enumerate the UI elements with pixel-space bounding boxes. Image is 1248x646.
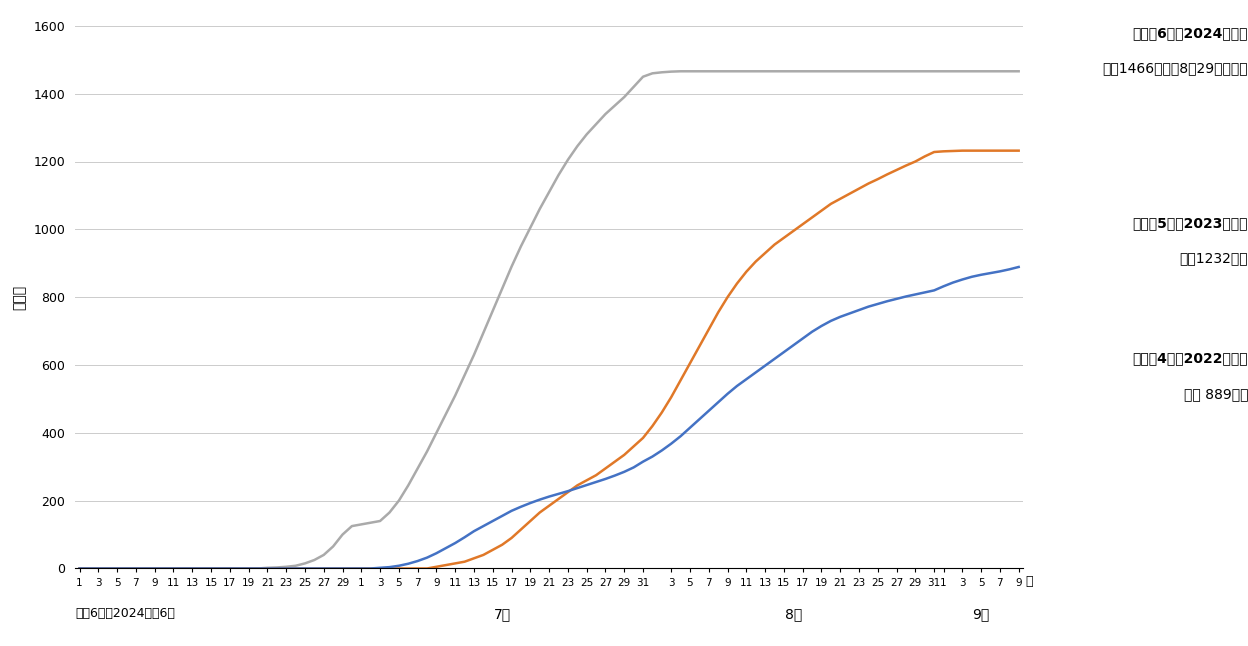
Text: 9月: 9月 <box>972 607 990 621</box>
Text: 「令和5年（2023年）」: 「令和5年（2023年）」 <box>1132 216 1248 230</box>
Text: のべ 889地域: のべ 889地域 <box>1183 387 1248 401</box>
Y-axis label: 地域数: 地域数 <box>12 285 26 309</box>
Text: 7月: 7月 <box>494 607 510 621</box>
Text: のご1232地域: のご1232地域 <box>1179 251 1248 266</box>
Text: 「令和6年（2024年）」: 「令和6年（2024年）」 <box>1132 26 1248 40</box>
Text: のご1466地域（8月29日まで）: のご1466地域（8月29日まで） <box>1102 61 1248 76</box>
Text: 8月: 8月 <box>785 607 802 621</box>
Text: 「令和4年（2022年）」: 「令和4年（2022年）」 <box>1132 351 1248 366</box>
Text: 令和6年（2024年）6月: 令和6年（2024年）6月 <box>75 607 175 620</box>
Text: 日: 日 <box>1026 575 1033 588</box>
